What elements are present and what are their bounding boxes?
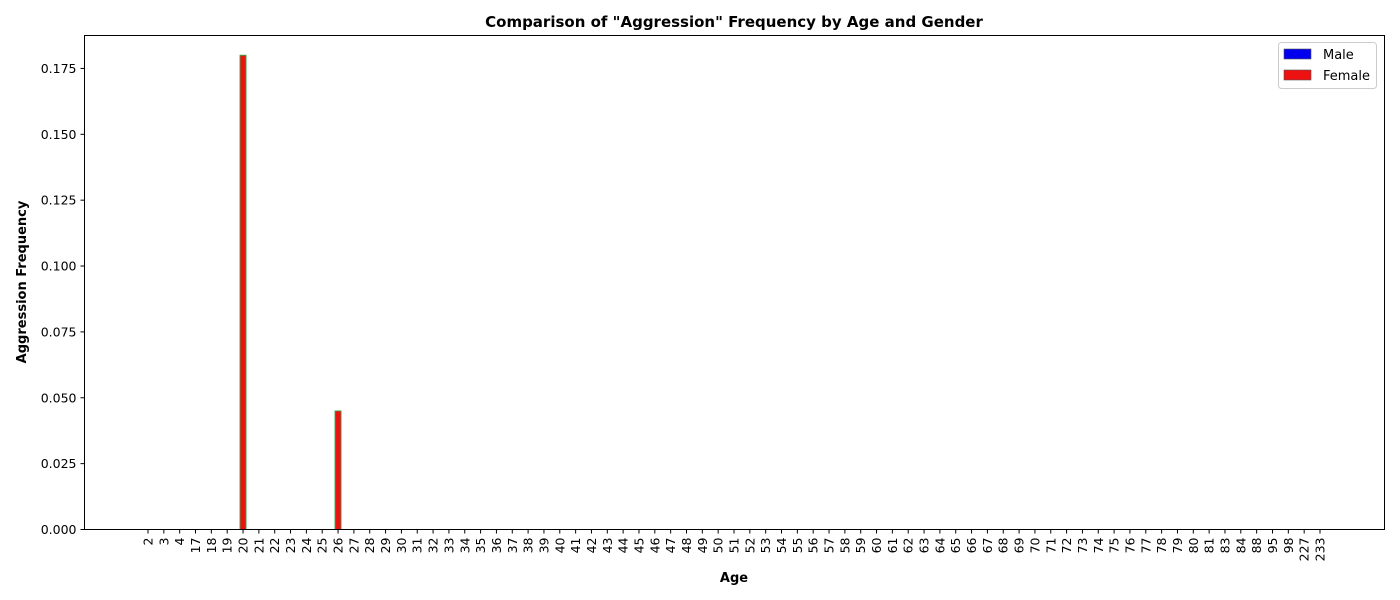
x-tick-label: 80 <box>1186 537 1201 553</box>
y-tick-label: 0.075 <box>41 324 77 339</box>
x-tick-label: 56 <box>806 537 821 553</box>
x-tick-label: 65 <box>948 538 963 554</box>
x-tick-label: 3 <box>156 538 171 546</box>
x-tick-label: 33 <box>441 538 456 554</box>
x-tick-label: 69 <box>1012 537 1027 553</box>
x-tick-label: 51 <box>727 538 742 554</box>
x-tick-label: 47 <box>663 538 678 554</box>
y-tick-label: 0.175 <box>41 61 77 76</box>
x-tick-label: 19 <box>220 537 235 553</box>
x-tick-label: 74 <box>1091 537 1106 553</box>
y-tick-label: 0.100 <box>41 259 77 274</box>
x-tick-label: 38 <box>521 537 536 553</box>
x-tick-label: 49 <box>695 537 710 553</box>
x-tick-label: 24 <box>299 537 314 553</box>
legend-label-male: Male <box>1323 48 1354 63</box>
x-tick-label: 32 <box>426 538 441 554</box>
plot-area-frame <box>84 35 1385 530</box>
x-tick-label: 72 <box>1059 538 1074 554</box>
x-tick-label: 66 <box>964 537 979 553</box>
x-tick-label: 71 <box>1043 538 1058 554</box>
x-tick-label: 233 <box>1313 538 1328 562</box>
legend-swatch-female <box>1283 69 1312 81</box>
x-axis: 2 3 4 17 18 19 20 21 22 23 24 25 26 27 28 29 30 31 32 33 34 3… <box>141 529 1328 562</box>
bars <box>239 54 342 530</box>
chart-title: Comparison of "Aggression" Frequency by … <box>485 13 983 31</box>
x-tick-label: 20 <box>236 537 251 553</box>
x-tick-label: 79 <box>1170 537 1185 553</box>
x-tick-label: 70 <box>1027 537 1042 553</box>
x-tick-label: 67 <box>980 538 995 554</box>
x-tick-label: 73 <box>1075 538 1090 554</box>
x-tick-label: 25 <box>315 538 330 554</box>
x-tick-label: 27 <box>346 538 361 554</box>
y-tick-label: 0.050 <box>41 390 77 405</box>
x-tick-label: 52 <box>742 538 757 554</box>
y-tick-label: 0.150 <box>41 127 77 142</box>
x-tick-label: 21 <box>251 538 266 554</box>
x-tick-label: 77 <box>1138 538 1153 554</box>
x-tick-label: 227 <box>1297 538 1312 562</box>
x-tick-label: 36 <box>489 537 504 553</box>
y-axis: 0.000 0.025 0.050 0.075 0.100 0.125 0.150 0.175 <box>41 61 85 537</box>
x-tick-label: 95 <box>1265 538 1280 554</box>
x-tick-label: 50 <box>711 537 726 553</box>
x-tick-label: 81 <box>1202 538 1217 554</box>
x-tick-label: 43 <box>600 538 615 554</box>
x-tick-label: 48 <box>679 537 694 553</box>
x-tick-label: 42 <box>584 538 599 554</box>
x-tick-label: 60 <box>869 537 884 553</box>
x-tick-label: 22 <box>267 538 282 554</box>
x-tick-label: 46 <box>647 537 662 553</box>
x-tick-label: 4 <box>172 537 187 545</box>
x-tick-label: 78 <box>1154 537 1169 553</box>
x-tick-label: 2 <box>141 538 156 546</box>
y-tick-label: 0.025 <box>41 456 77 471</box>
x-tick-label: 58 <box>837 537 852 553</box>
x-tick-label: 64 <box>932 537 947 553</box>
legend-label-female: Female <box>1323 69 1370 84</box>
x-tick-label: 34 <box>457 537 472 553</box>
x-tick-label: 76 <box>1122 537 1137 553</box>
x-axis-title: Age <box>720 571 748 586</box>
x-tick-label: 29 <box>378 537 393 553</box>
x-tick-label: 28 <box>362 537 377 553</box>
x-tick-label: 44 <box>616 537 631 553</box>
x-tick-label: 39 <box>536 537 551 553</box>
x-tick-label: 98 <box>1281 537 1296 553</box>
x-tick-label: 88 <box>1249 537 1264 553</box>
x-tick-label: 30 <box>394 537 409 553</box>
x-tick-label: 37 <box>505 538 520 554</box>
x-tick-label: 17 <box>188 538 203 554</box>
x-tick-label: 41 <box>568 538 583 554</box>
x-tick-label: 57 <box>822 538 837 554</box>
x-tick-label: 61 <box>885 538 900 554</box>
x-tick-label: 40 <box>552 537 567 553</box>
x-tick-label: 59 <box>853 537 868 553</box>
y-tick-label: 0.125 <box>41 193 77 208</box>
legend: Male Female <box>1278 42 1377 89</box>
x-tick-label: 83 <box>1217 538 1232 554</box>
x-tick-label: 26 <box>331 537 346 553</box>
x-tick-label: 63 <box>917 538 932 554</box>
x-tick-label: 68 <box>996 537 1011 553</box>
x-tick-label: 75 <box>1107 538 1122 554</box>
x-tick-label: 35 <box>473 538 488 554</box>
y-tick-label: 0.000 <box>41 522 77 537</box>
x-tick-label: 45 <box>631 538 646 554</box>
x-tick-label: 18 <box>204 537 219 553</box>
bar-female-age-20 <box>239 54 247 530</box>
x-tick-label: 31 <box>410 538 425 554</box>
x-tick-label: 62 <box>901 538 916 554</box>
x-tick-label: 53 <box>758 538 773 554</box>
y-axis-title: Aggression Frequency <box>15 200 30 363</box>
bar-female-age-26 <box>334 410 342 530</box>
x-tick-label: 54 <box>774 537 789 553</box>
x-tick-label: 84 <box>1233 537 1248 553</box>
x-tick-label: 55 <box>790 538 805 554</box>
legend-swatch-male <box>1283 48 1312 60</box>
x-tick-label: 23 <box>283 538 298 554</box>
